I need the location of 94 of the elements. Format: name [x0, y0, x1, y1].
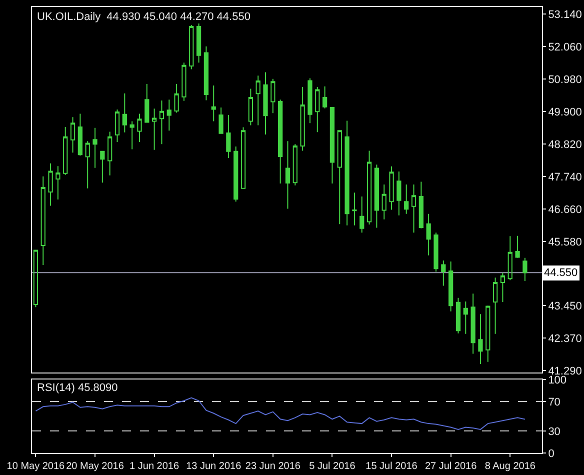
x-tick-label: 20 May 2016	[66, 461, 124, 472]
x-tick-label: 8 Aug 2016	[484, 461, 536, 472]
candlestick	[263, 72, 268, 136]
candlestick	[234, 146, 238, 202]
candlestick	[166, 99, 172, 132]
candlestick	[492, 277, 498, 334]
y-tick-label: 30	[548, 426, 560, 438]
y-tick-label: 46.660	[548, 204, 582, 216]
candlestick	[270, 78, 276, 114]
candlestick	[486, 305, 490, 362]
candlestick	[470, 293, 476, 354]
candlestick	[114, 109, 120, 143]
candlestick	[152, 108, 157, 150]
candlestick	[522, 257, 528, 282]
candlestick	[308, 78, 312, 124]
candlestick	[366, 150, 372, 225]
candlestick	[226, 114, 231, 158]
candlestick	[204, 46, 209, 101]
x-tick-label: 1 Jun 2016	[130, 461, 180, 472]
candlestick	[174, 83, 179, 114]
candlestick	[137, 113, 142, 143]
candlestick	[40, 176, 46, 266]
y-tick-label: 42.370	[548, 332, 582, 345]
candlestick	[33, 250, 38, 308]
candlestick	[218, 106, 224, 134]
candlestick	[418, 181, 424, 229]
candlestick	[248, 88, 253, 126]
y-tick-label: 50.980	[548, 74, 582, 86]
y-tick-label: 52.060	[548, 42, 582, 54]
candlestick	[159, 100, 164, 145]
y-tick-label: 45.580	[548, 236, 582, 248]
x-tick-label: 23 Jun 2016	[245, 461, 301, 472]
candlestick	[426, 213, 431, 256]
candlestick	[240, 126, 246, 189]
candlestick	[404, 184, 409, 214]
candlestick	[285, 140, 290, 210]
candlestick	[441, 260, 446, 286]
candlestick	[382, 184, 386, 220]
candlestick	[456, 297, 461, 334]
y-tick-label: 49.900	[548, 106, 582, 119]
candlestick	[85, 140, 90, 189]
candlestick	[374, 164, 380, 228]
candlestick	[130, 120, 134, 150]
x-tick-label: 27 Jul 2016	[424, 461, 478, 472]
y-tick-label: 0	[548, 448, 554, 460]
line-series	[35, 397, 526, 430]
candlestick	[500, 272, 506, 303]
candlestick	[189, 24, 194, 70]
y-tick-label: 47.740	[548, 171, 582, 184]
candlestick	[434, 232, 438, 272]
candlestick	[78, 113, 82, 156]
y-tick-label: 53.140	[548, 9, 582, 22]
candlestick	[182, 62, 186, 102]
ref-line-label: 44.550	[544, 267, 578, 279]
y-tick-label: 43.450	[548, 300, 582, 312]
candlestick	[344, 120, 350, 226]
candlestick	[396, 171, 402, 216]
candlestick	[292, 144, 298, 186]
candlestick	[315, 86, 320, 133]
candlestick	[63, 126, 68, 176]
candlestick	[448, 260, 454, 312]
y-tick-label: 100	[548, 374, 567, 386]
chart-title: RSI(14) 45.8090	[37, 382, 118, 394]
candlestick	[56, 166, 60, 200]
candlestick	[389, 166, 394, 210]
candlestick	[48, 162, 53, 206]
candlestick	[196, 23, 202, 64]
chart-title: UK.OIL.Daily 44.930 45.040 44.270 44.550	[37, 11, 250, 23]
y-tick-label: 70	[548, 396, 560, 408]
x-tick-label: 13 Jun 2016	[186, 461, 242, 472]
candlestick	[70, 116, 76, 154]
candlestick	[211, 85, 216, 122]
candlestick	[144, 83, 150, 123]
candlestick	[122, 92, 127, 133]
candlestick	[92, 127, 98, 168]
y-tick-label: 48.820	[548, 138, 582, 151]
x-tick-label: 10 May 2016	[6, 461, 66, 472]
candlestick	[108, 131, 112, 176]
candlestick	[100, 150, 105, 184]
candlestick	[508, 236, 512, 281]
candlestick	[278, 99, 283, 184]
candlestick	[352, 192, 357, 226]
candlestick	[515, 235, 520, 258]
candlestick	[360, 196, 364, 234]
candlestick	[411, 184, 416, 234]
candlestick	[337, 130, 342, 225]
x-tick-label: 15 Jul 2016	[366, 461, 418, 472]
candlestick	[256, 75, 260, 126]
candlestick	[322, 86, 328, 109]
candlestick	[300, 86, 305, 152]
x-tick-label: 5 Jul 2016	[309, 461, 356, 472]
candlestick	[463, 300, 468, 334]
candlestick	[478, 314, 483, 364]
candlestick	[330, 106, 335, 184]
